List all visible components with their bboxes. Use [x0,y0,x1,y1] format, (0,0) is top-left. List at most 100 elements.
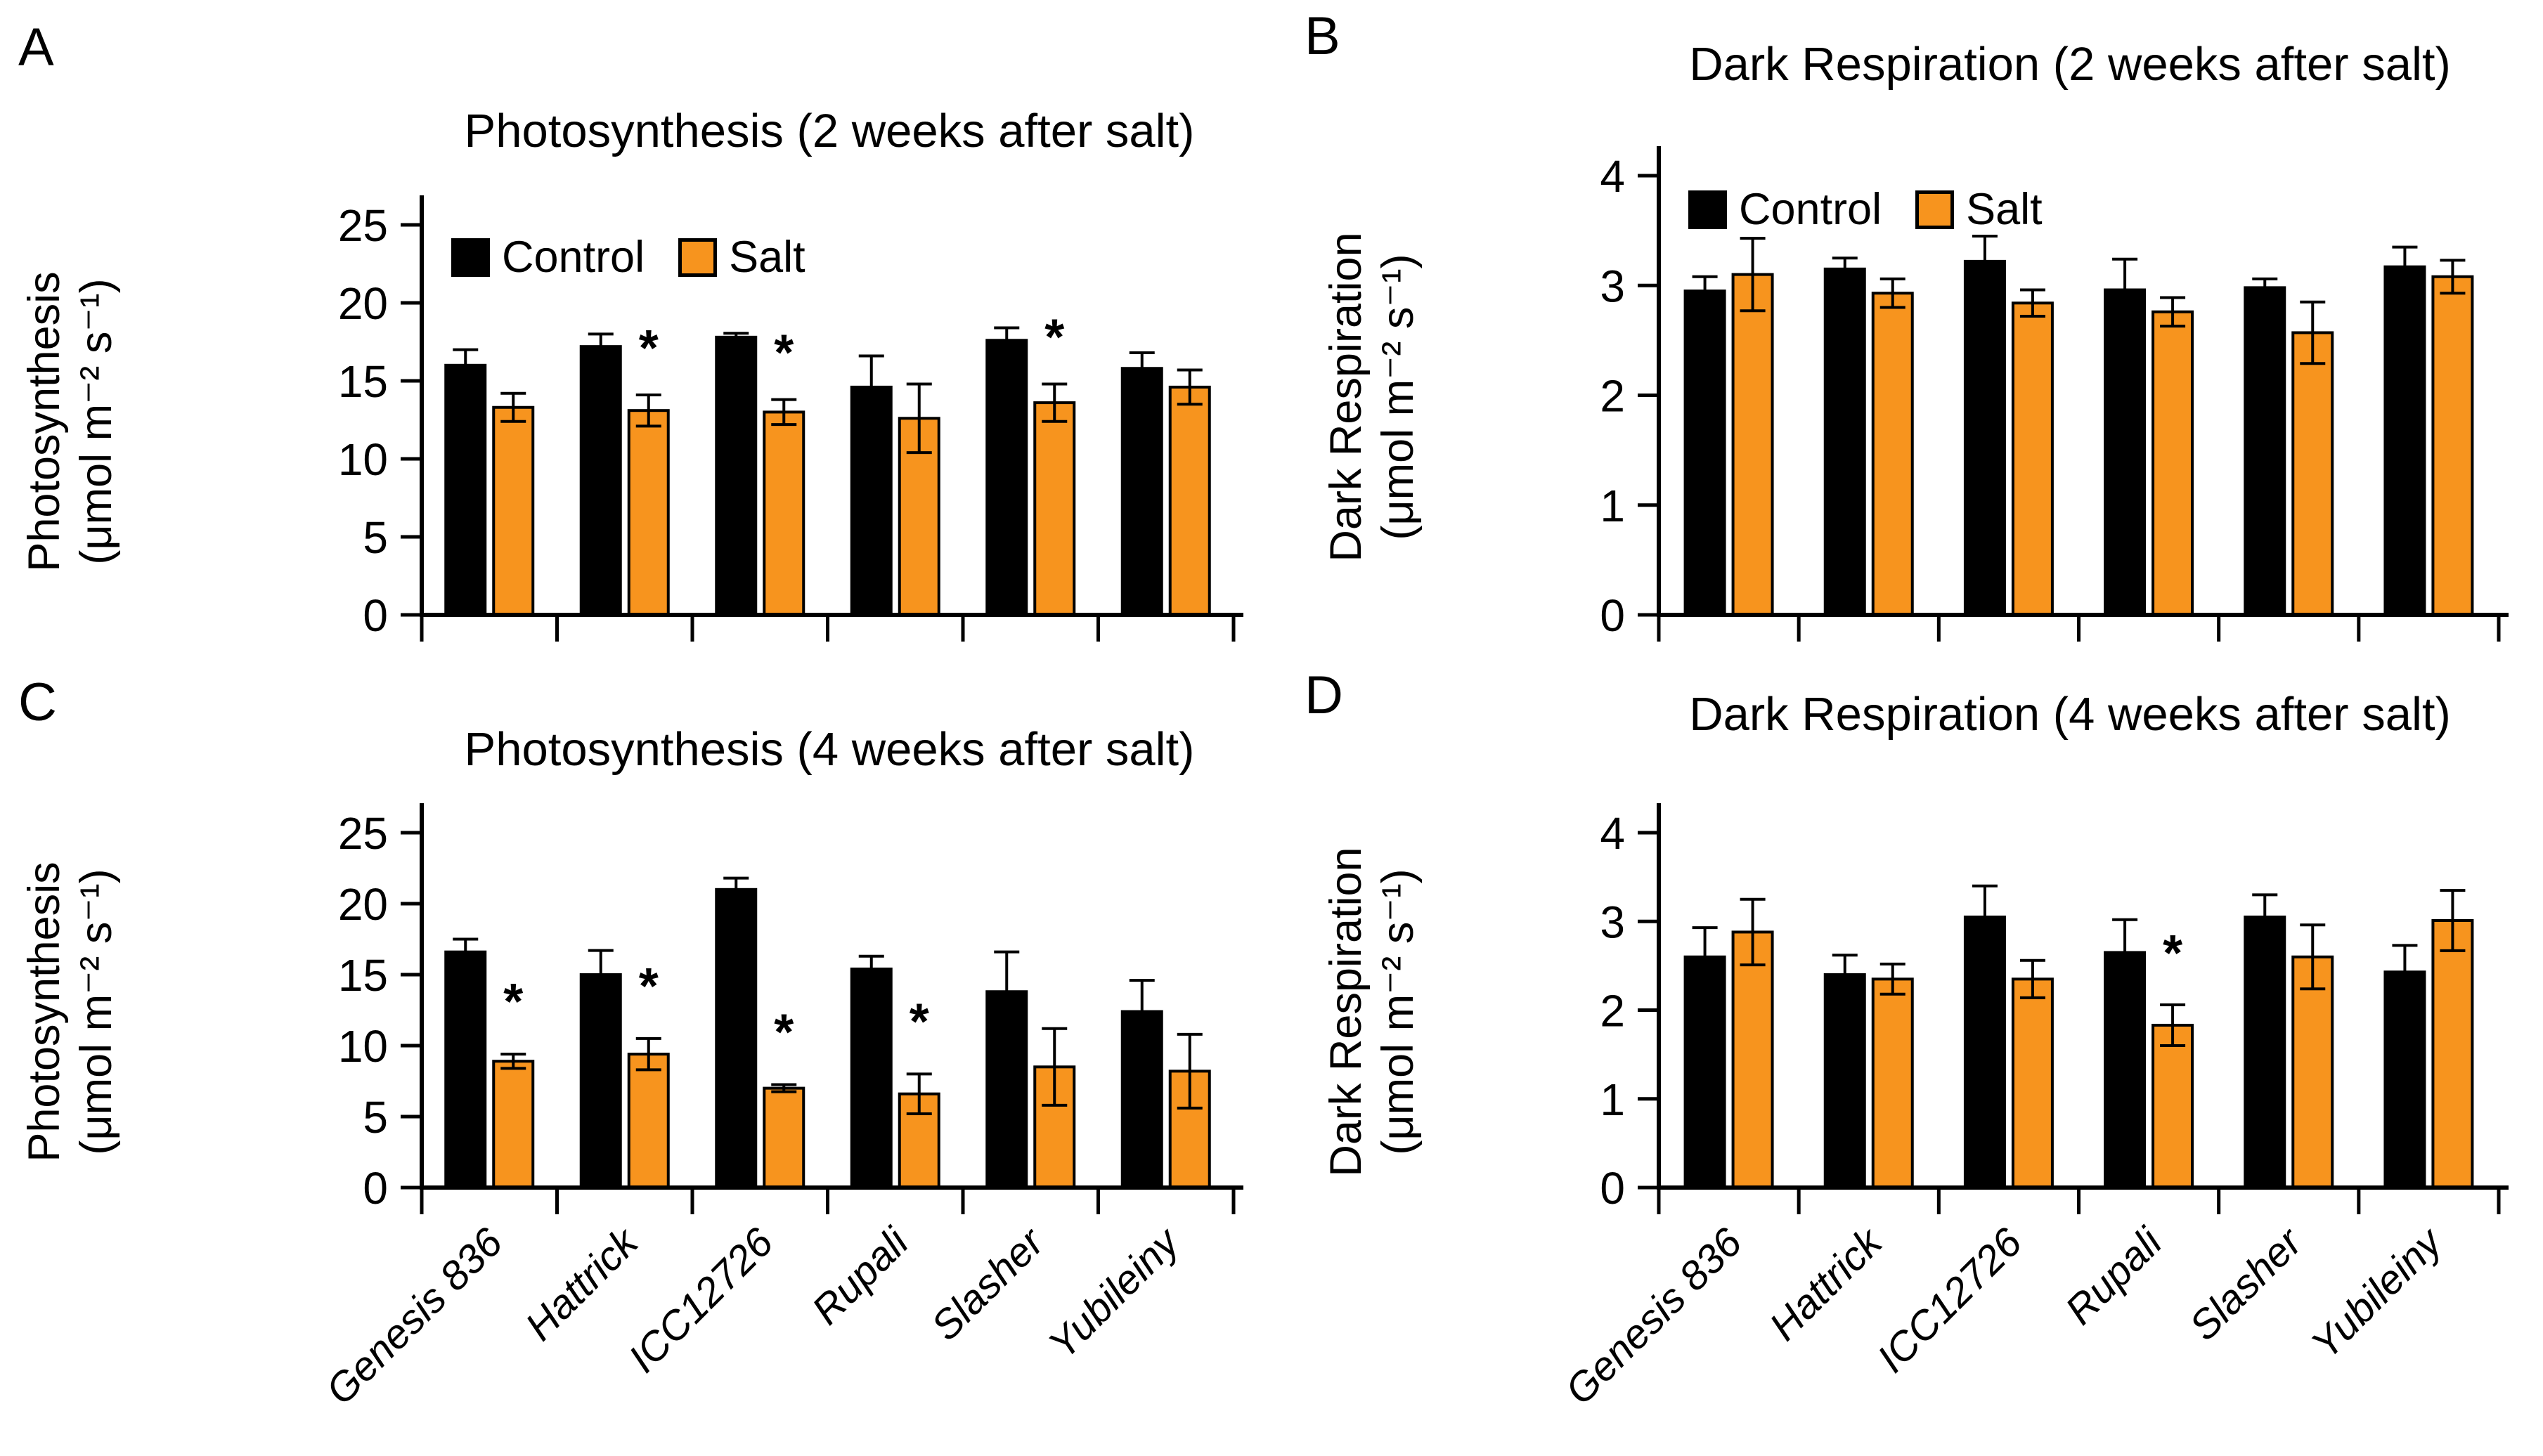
bar-control [1963,259,2006,616]
legend-salt-label: Salt [1966,185,2043,234]
bar-salt [627,1053,670,1189]
bar-salt [1871,292,1914,616]
bar-control [1823,267,1866,616]
panel-title-c: Photosynthesis (4 weeks after salt) [464,723,1195,776]
panel-letter-d: D [1305,665,1343,725]
y-tick-label: 0 [363,1163,388,1214]
bar-control [1683,290,1726,616]
bar-salt [2431,275,2474,616]
bar-salt [627,409,670,616]
sig-star: * [2163,925,2182,982]
y-tick-label: 25 [338,808,388,859]
bar-control [579,973,622,1189]
y-axis-label-c-line1: Photosynthesis [19,862,69,1162]
bar-salt [2151,310,2194,616]
y-axis-label-b-line1: Dark Respiration [1321,232,1371,562]
bar-control [2104,951,2147,1189]
bar-salt [2151,1023,2194,1190]
y-tick-label: 25 [338,200,388,251]
y-tick-label: 1 [1600,481,1625,531]
y-tick-label: 10 [338,1021,388,1072]
y-tick-label: 20 [338,278,388,329]
sig-star: * [639,320,659,377]
sig-star: * [503,974,523,1030]
bar-salt [763,1086,805,1189]
bar-control [1963,915,2006,1189]
y-axis-label-a-line1: Photosynthesis [19,271,69,572]
sig-star: * [639,958,659,1015]
legend-panel-b: Control Salt [1688,184,2043,235]
bar-salt [1168,385,1211,616]
y-axis-label-a: Photosynthesis (μmol m⁻² s⁻¹) [8,105,132,738]
bar-salt [492,405,535,616]
y-axis-label-b-line2: (μmol m⁻² s⁻¹) [1373,254,1423,540]
bar-control [985,339,1028,616]
sig-star: * [1044,309,1064,365]
y-axis-label-b: Dark Respiration (μmol m⁻² s⁻¹) [1310,81,1434,713]
legend-salt-swatch [678,238,718,277]
y-axis-label-d: Dark Respiration (μmol m⁻² s⁻¹) [1310,696,1434,1328]
category-label: Genesis 836 [1557,1219,1752,1414]
y-axis-label-c: Photosynthesis (μmol m⁻² s⁻¹) [8,696,132,1328]
category-label: Yubileiny [1040,1218,1189,1367]
bar-control [444,950,487,1190]
category-label: Slasher [922,1218,1054,1349]
legend-control-swatch [1688,190,1727,229]
bar-control [850,967,893,1190]
y-tick-label: 15 [338,950,388,1001]
bar-control [715,888,758,1190]
legend-salt-swatch [1915,190,1955,229]
category-label: Rupali [803,1218,919,1334]
y-tick-label: 4 [1600,808,1625,859]
bar-control [2244,915,2286,1189]
bar-control [1120,367,1163,616]
category-label: Slasher [2180,1218,2312,1349]
y-tick-label: 0 [363,590,388,641]
y-axis-label-d-line2: (μmol m⁻² s⁻¹) [1373,869,1423,1155]
bar-control [2244,286,2286,616]
category-label: Yubileiny [2303,1218,2452,1367]
y-tick-label: 2 [1600,371,1625,422]
panel-letter-b: B [1305,6,1340,66]
bar-control [2104,288,2147,616]
bar-control [2383,970,2426,1190]
sig-star: * [910,994,929,1050]
bar-control [1823,973,1866,1189]
category-label: ICC12726 [1868,1219,2031,1382]
y-axis-label-a-line2: (μmol m⁻² s⁻¹) [72,278,121,565]
y-tick-label: 5 [363,1092,388,1143]
legend-panel-a: Control Salt [451,232,805,282]
bar-salt [2291,331,2334,616]
category-label: Hattrick [517,1218,648,1349]
bar-salt [492,1060,535,1189]
y-tick-label: 3 [1600,261,1625,311]
y-tick-label: 15 [338,356,388,407]
bar-control [2383,265,2426,616]
y-tick-label: 0 [1600,1163,1625,1214]
bar-salt [1731,273,1774,616]
bar-control [444,363,487,616]
legend-control-label: Control [502,233,645,282]
bar-salt [2431,918,2474,1190]
y-axis-label-c-line2: (μmol m⁻² s⁻¹) [72,869,121,1155]
sig-star: * [774,1005,794,1061]
panel-title-b: Dark Respiration (2 weeks after salt) [1689,38,2451,91]
y-tick-label: 5 [363,512,388,563]
bar-control [1683,955,1726,1189]
legend-control-swatch [451,238,490,277]
sig-star: * [774,325,794,382]
y-tick-label: 10 [338,434,388,485]
y-tick-label: 1 [1600,1074,1625,1125]
bar-salt [763,410,805,617]
y-tick-label: 0 [1600,590,1625,641]
bar-salt [2011,301,2054,616]
bar-salt [2291,955,2334,1189]
category-label: ICC12726 [620,1219,782,1382]
bar-salt [1871,977,1914,1189]
panel-letter-c: C [18,672,57,732]
bar-control [850,385,893,616]
legend-control-label: Control [1739,185,1882,234]
panel-title-a: Photosynthesis (2 weeks after salt) [464,105,1195,157]
y-tick-label: 20 [338,879,388,930]
